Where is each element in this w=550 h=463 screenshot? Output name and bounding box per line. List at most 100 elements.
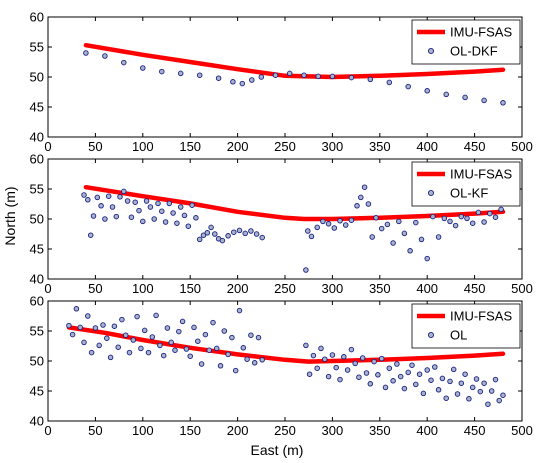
bottom-data-point xyxy=(386,365,393,371)
middle-data-point xyxy=(117,194,123,200)
middle-data-point xyxy=(87,232,94,238)
top-legend-marker-swatch xyxy=(427,47,435,55)
bottom-data-point xyxy=(138,345,144,352)
top-data-point xyxy=(159,68,165,75)
middle-data-point xyxy=(140,218,146,225)
top-x-tick-label: 500 xyxy=(511,139,533,154)
middle-data-point xyxy=(378,225,385,232)
middle-data-point xyxy=(98,203,104,209)
middle-data-point xyxy=(132,199,138,205)
middle-data-point xyxy=(225,233,231,239)
bottom-data-point xyxy=(469,384,476,391)
middle-data-point xyxy=(170,210,176,216)
bottom-data-point xyxy=(344,367,351,373)
bottom-data-point xyxy=(107,354,114,361)
bottom-data-point xyxy=(428,377,434,383)
bottom-data-point xyxy=(329,352,336,358)
middle-data-point xyxy=(212,231,218,237)
bottom-data-point xyxy=(367,381,374,387)
bottom-data-point xyxy=(232,367,239,374)
top-data-point xyxy=(83,50,89,56)
bottom-data-point xyxy=(390,378,396,384)
bottom-data-point xyxy=(462,371,468,377)
top-axes-frame xyxy=(47,16,523,138)
top-data-point xyxy=(196,72,203,78)
top-data-point xyxy=(249,77,255,83)
bottom-data-point xyxy=(206,347,212,353)
middle-data-point xyxy=(94,194,101,201)
bottom-data-point xyxy=(236,307,243,314)
top-x-tick-label: 0 xyxy=(44,139,51,154)
middle-data-point xyxy=(384,221,391,228)
middle-data-point xyxy=(102,216,108,222)
bottom-data-point xyxy=(492,376,499,383)
middle-data-point xyxy=(481,219,487,225)
bottom-data-point xyxy=(183,346,190,352)
bottom-x-tick-label: 150 xyxy=(179,423,201,438)
bottom-legend-marker-swatch xyxy=(427,331,435,339)
bottom-data-point xyxy=(485,401,491,407)
middle-x-tick-label: 150 xyxy=(179,281,201,296)
bottom-legend-box xyxy=(411,303,521,349)
bottom-data-point xyxy=(92,325,99,331)
bottom-data-point xyxy=(443,395,449,401)
top-data-point xyxy=(500,100,506,106)
top-data-point xyxy=(405,83,411,90)
middle-data-point xyxy=(373,215,379,221)
middle-data-point xyxy=(162,219,169,225)
bottom-data-point xyxy=(409,362,415,368)
middle-x-tick-label: 350 xyxy=(369,281,391,296)
bottom-data-point xyxy=(126,349,133,356)
bottom-legend-label: IMU-FSAS xyxy=(450,309,512,324)
bottom-data-point xyxy=(119,316,125,323)
bottom-data-point xyxy=(85,313,91,319)
bottom-data-point xyxy=(198,361,205,367)
middle-data-point xyxy=(305,228,311,234)
bottom-data-point xyxy=(160,352,167,359)
bottom-data-point xyxy=(130,337,137,343)
middle-data-point xyxy=(231,229,237,235)
middle-data-point xyxy=(358,194,364,201)
middle-data-point xyxy=(492,214,499,220)
middle-legend-label: IMU-FSAS xyxy=(450,167,512,182)
bottom-data-point xyxy=(195,338,201,344)
bottom-x-tick-label: 500 xyxy=(511,423,533,438)
bottom-data-point xyxy=(213,345,220,352)
middle-data-point xyxy=(331,225,338,231)
middle-data-point xyxy=(159,208,165,214)
middle-data-point xyxy=(81,192,87,198)
middle-x-tick-label: 0 xyxy=(44,281,51,296)
top-data-point xyxy=(140,65,146,71)
middle-data-point xyxy=(435,234,442,240)
bottom-data-point xyxy=(356,374,362,380)
middle-y-tick-label: 45 xyxy=(30,242,44,257)
bottom-data-point xyxy=(420,390,427,397)
bottom-data-point xyxy=(382,384,389,391)
top-x-tick-label: 400 xyxy=(416,139,438,154)
bottom-data-point xyxy=(96,342,102,349)
bottom-data-point xyxy=(401,385,408,392)
bottom-data-point xyxy=(432,364,438,370)
middle-data-point xyxy=(342,222,349,228)
bottom-data-point xyxy=(325,373,332,380)
bottom-data-point xyxy=(303,342,309,349)
bottom-data-point xyxy=(496,397,502,404)
bottom-data-point xyxy=(450,366,457,373)
panel-top: 0 50 100 150 200 250 300 350 400 450 500 40 45 50 55 60… xyxy=(30,10,533,155)
middle-data-point xyxy=(396,218,402,225)
middle-data-point xyxy=(121,188,127,195)
bottom-x-tick-label: 450 xyxy=(464,423,486,438)
bottom-data-point xyxy=(352,360,358,367)
bottom-data-point xyxy=(191,324,197,331)
bottom-data-point xyxy=(77,324,83,331)
top-legend-label: IMU-FSAS xyxy=(450,25,512,40)
top-data-point xyxy=(258,74,265,80)
middle-data-point xyxy=(458,213,465,220)
middle-x-tick-label: 100 xyxy=(132,281,154,296)
middle-data-point xyxy=(325,221,332,227)
middle-data-point xyxy=(407,248,413,254)
middle-data-point xyxy=(193,215,199,221)
bottom-x-tick-label: 0 xyxy=(44,423,51,438)
middle-data-point xyxy=(418,236,425,243)
